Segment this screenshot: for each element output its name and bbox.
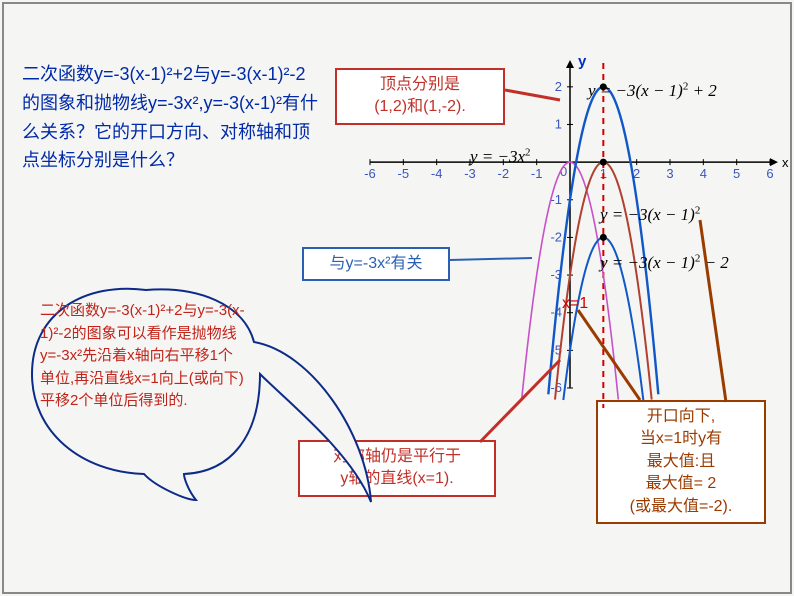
func-label: y = −3(x − 1)2 + 2	[588, 80, 717, 101]
svg-text:x: x	[782, 155, 789, 170]
svg-text:-5: -5	[398, 166, 410, 181]
func-label: y = −3x2	[470, 146, 531, 167]
x-equals-1-label: x=1	[562, 295, 588, 313]
svg-text:-2: -2	[498, 166, 510, 181]
speech-bubble: 二次函数y=-3(x-1)²+2与y=-3(x-1)²-2的图象可以看作是抛物线…	[26, 282, 261, 492]
svg-text:6: 6	[766, 166, 773, 181]
svg-text:1: 1	[555, 116, 562, 131]
svg-text:y: y	[578, 53, 587, 70]
svg-text:-6: -6	[364, 166, 376, 181]
speech-text: 二次函数y=-3(x-1)²+2与y=-3(x-1)²-2的图象可以看作是抛物线…	[26, 282, 261, 427]
func-label: y = −3(x − 1)2 − 2	[600, 252, 729, 273]
svg-text:-3: -3	[464, 166, 476, 181]
parabola-chart: -6-5-4-3-2-1123456-6-5-4-3-2-1120xy	[350, 48, 790, 448]
svg-text:2: 2	[555, 79, 562, 94]
svg-text:3: 3	[666, 166, 673, 181]
svg-text:-1: -1	[531, 166, 543, 181]
svg-text:5: 5	[733, 166, 740, 181]
svg-text:4: 4	[700, 166, 707, 181]
func-label: y = −3(x − 1)2	[600, 204, 700, 225]
svg-text:-2: -2	[550, 229, 562, 244]
svg-text:-4: -4	[431, 166, 443, 181]
question-block: 二次函数y=-3(x-1)²+2与y=-3(x-1)²-2的图象和抛物线y=-3…	[22, 60, 322, 175]
